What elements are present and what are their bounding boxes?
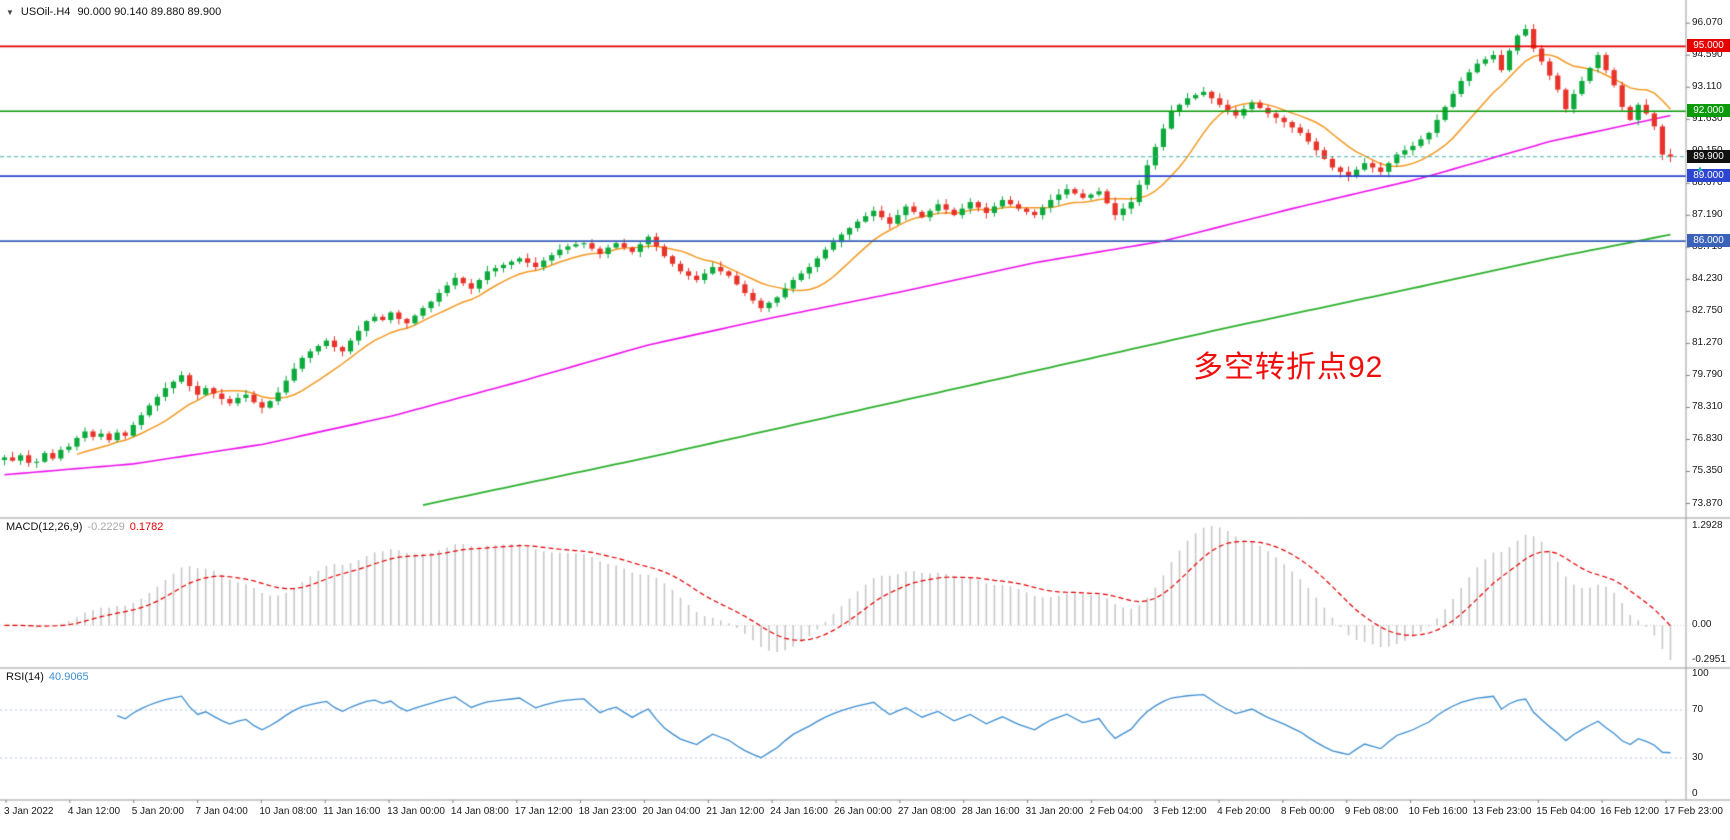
price-direction-arrow-icon: ▲	[1696, 163, 1704, 173]
chart-symbol-info: ▼ USOil-.H4 90.000 90.140 89.880 89.900	[6, 6, 221, 18]
macd-indicator-label: MACD(12,26,9) -0.2229 0.1782	[6, 521, 163, 533]
chart-annotation-text[interactable]: 多空转折点92	[1193, 351, 1384, 384]
rsi-name: RSI(14)	[6, 671, 44, 683]
macd-signal-value: 0.1782	[129, 521, 164, 533]
macd-name: MACD(12,26,9)	[6, 521, 83, 533]
ohlc-values: 90.000 90.140 89.880 89.900	[77, 6, 222, 18]
rsi-value: 40.9065	[48, 671, 89, 683]
rsi-indicator-label: RSI(14) 40.9065	[6, 671, 89, 683]
macd-main-value: -0.2229	[87, 521, 125, 533]
dropdown-arrow-icon[interactable]: ▼	[6, 7, 14, 17]
symbol-period-label: USOil-.H4	[20, 6, 71, 18]
